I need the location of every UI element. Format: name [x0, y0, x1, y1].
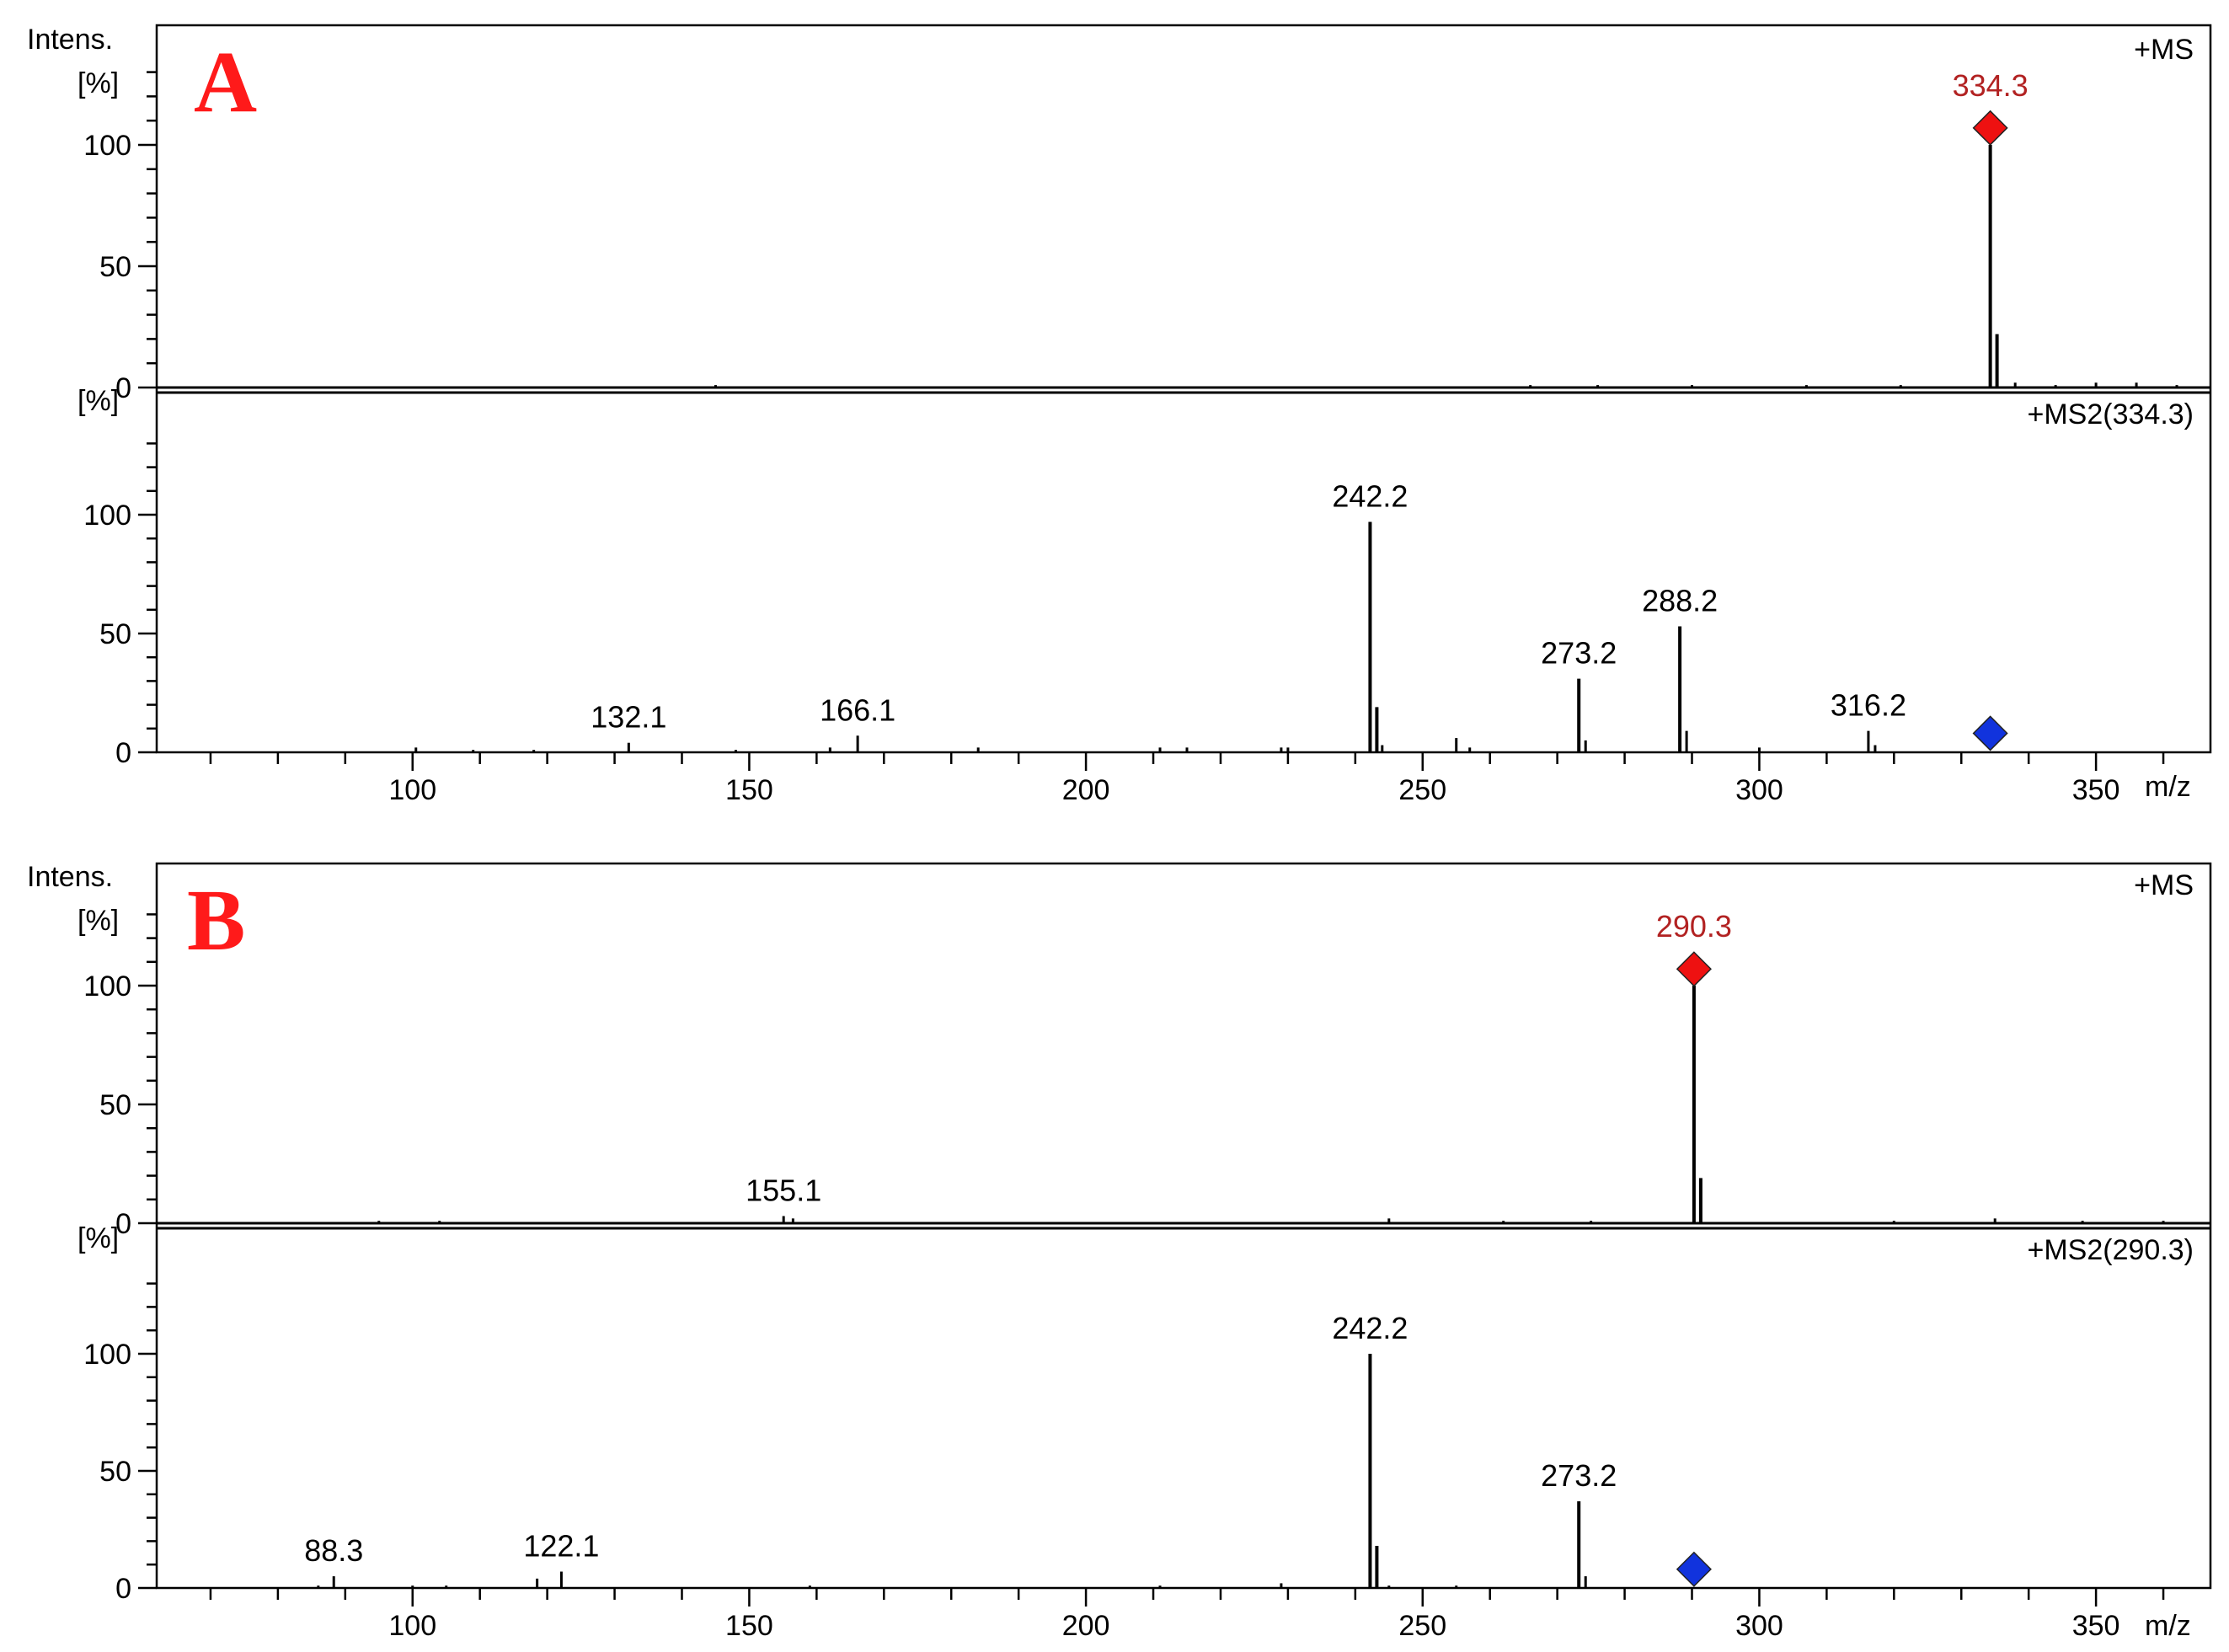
precursor-marker: [1676, 951, 1712, 987]
scan-label: +MS2(290.3): [2028, 1234, 2194, 1266]
peak-label: 288.2: [1642, 584, 1718, 618]
panel-b: B Intens. [%] [%] m/z +MS +MS2(290.3) 0 5…: [27, 861, 2212, 1642]
isolated-precursor-marker: [1972, 715, 2008, 751]
y-unit-label: [%]: [78, 67, 119, 99]
y-unit-top-label: Intens.: [27, 861, 113, 893]
y-unit-top-label: Intens.: [27, 24, 113, 56]
scan-label: +MS: [2134, 869, 2194, 901]
peak-label: 242.2: [1332, 478, 1408, 513]
peak-label: 242.2: [1332, 1311, 1408, 1345]
x-tick-label: 300: [1735, 1610, 1783, 1642]
peak-label: 122.1: [523, 1529, 599, 1564]
peak-label: 273.2: [1541, 1458, 1617, 1493]
isolated-precursor-marker: [1676, 1551, 1712, 1587]
spectrum-plot: 0 50 100 290.3 155.1: [83, 909, 2165, 1240]
y-tick-label: 50: [99, 1456, 131, 1488]
y-tick-label: 100: [83, 500, 131, 532]
panel-letter: A: [194, 34, 257, 131]
peak-label: 155.1: [746, 1174, 821, 1208]
peak-label: 132.1: [591, 700, 666, 735]
y-tick-label: 50: [99, 251, 131, 283]
x-unit-label: m/z: [2145, 1610, 2191, 1642]
peak-label: 316.2: [1831, 688, 1906, 723]
x-tick-label: 100: [388, 774, 436, 806]
peak-label: 334.3: [1953, 68, 2029, 103]
x-tick-label: 350: [2072, 1610, 2120, 1642]
x-tick-label: 200: [1062, 774, 1110, 806]
x-tick-label: 250: [1398, 774, 1446, 806]
x-unit-label: m/z: [2145, 771, 2191, 803]
x-axis: 100 150 200 250 300 350: [209, 1588, 2165, 1642]
x-axis: 100 150 200 250 300 350: [209, 752, 2165, 806]
x-tick-label: 300: [1735, 774, 1783, 806]
y-tick-label: 100: [83, 970, 131, 1002]
y-unit-label: [%]: [78, 1222, 119, 1254]
y-tick-label: 100: [83, 130, 131, 162]
x-tick-label: 150: [725, 774, 773, 806]
y-tick-label: 0: [115, 737, 131, 769]
peak-label: 273.2: [1541, 636, 1617, 671]
plot-frame: [155, 862, 2212, 1590]
x-tick-label: 350: [2072, 774, 2120, 806]
peak-label: 166.1: [820, 692, 895, 727]
x-tick-label: 200: [1062, 1610, 1110, 1642]
x-tick-label: 250: [1398, 1610, 1446, 1642]
x-tick-label: 150: [725, 1610, 773, 1642]
precursor-marker: [1972, 110, 2008, 146]
scan-label: +MS: [2134, 34, 2194, 66]
y-tick-label: 0: [115, 1208, 131, 1240]
y-unit-label: [%]: [78, 905, 119, 937]
spectrum-plot: 0 50 100 242.2 273.2 122.1 88.3: [83, 1282, 1712, 1605]
y-tick-label: 0: [115, 1573, 131, 1605]
y-unit-label: [%]: [78, 385, 119, 417]
spectrum-plot: 0 50 100 242.2 288.2 273.2 316.2 166.1 132.1: [83, 442, 2008, 769]
panel-letter: B: [187, 872, 245, 969]
peak-label: 88.3: [304, 1533, 363, 1568]
panel-a: A Intens. [%] [%] m/z +MS +MS2(334.3) 0 5…: [27, 24, 2212, 806]
peak-label: 290.3: [1656, 909, 1732, 944]
y-tick-label: 50: [99, 618, 131, 650]
y-tick-label: 0: [115, 372, 131, 404]
x-tick-label: 100: [388, 1610, 436, 1642]
scan-label: +MS2(334.3): [2028, 398, 2194, 430]
y-tick-label: 100: [83, 1339, 131, 1371]
y-tick-label: 50: [99, 1089, 131, 1121]
